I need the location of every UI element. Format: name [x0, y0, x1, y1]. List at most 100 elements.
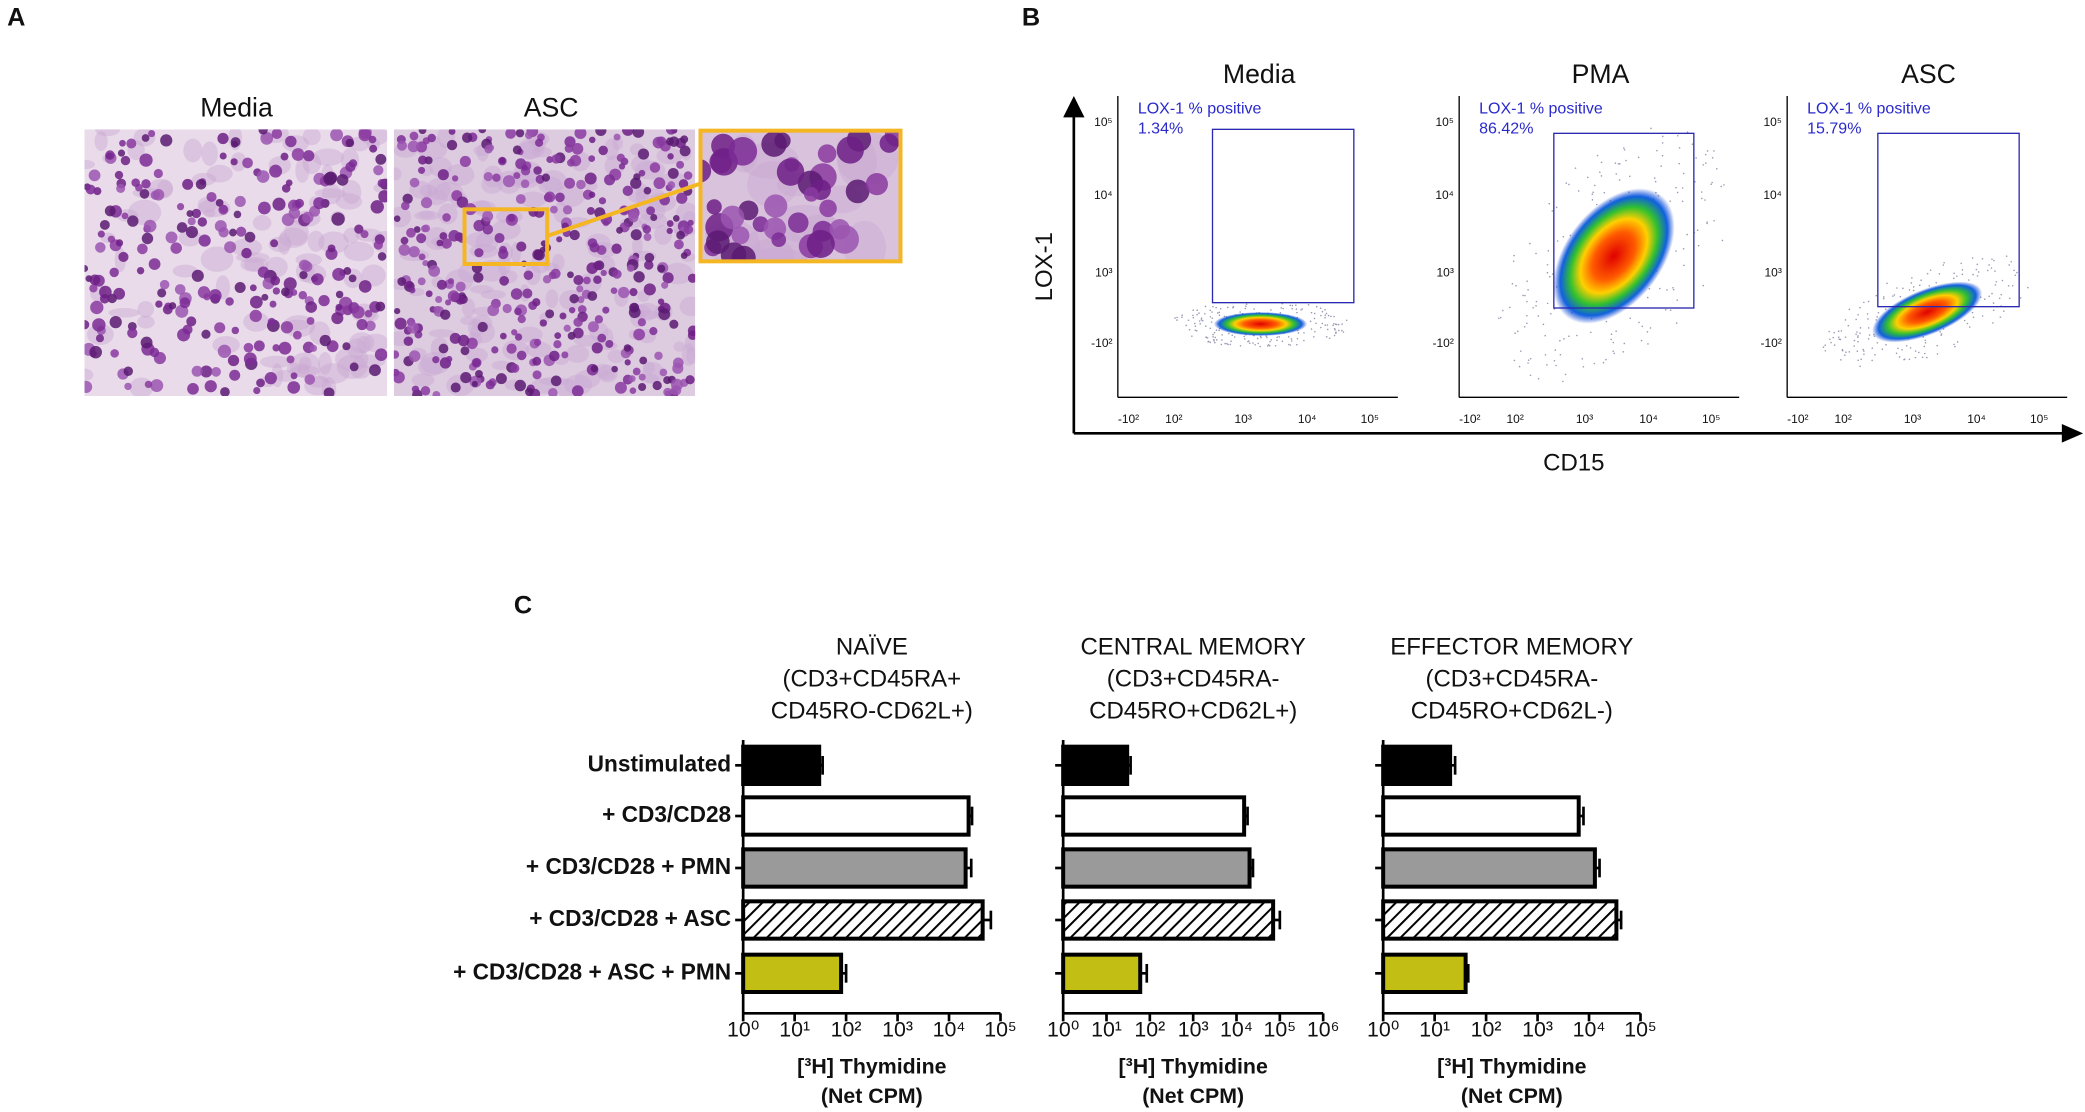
event-dot — [1335, 331, 1337, 334]
chart-title: CD45RO+CD62L+) — [1089, 697, 1297, 724]
cell — [512, 145, 522, 155]
event-dot — [1555, 206, 1558, 209]
event-dot — [2000, 293, 2003, 296]
cell — [287, 381, 301, 394]
event-dot — [1914, 356, 1917, 359]
event-dot — [1289, 344, 1292, 346]
event-dot — [1976, 275, 1979, 277]
event-dot — [1696, 229, 1699, 231]
plot-x-tick: 10⁵ — [1361, 412, 1379, 426]
cell — [422, 260, 429, 267]
event-dot — [1653, 177, 1656, 179]
cell — [270, 275, 281, 286]
cell — [420, 197, 433, 209]
cell — [335, 303, 343, 311]
stain — [284, 220, 309, 246]
event-dot — [1563, 338, 1565, 340]
bar — [1381, 899, 1619, 941]
cell — [720, 205, 745, 230]
event-dot — [1871, 347, 1874, 349]
event-dot — [1839, 338, 1842, 341]
cell — [369, 364, 381, 377]
cell — [574, 129, 587, 140]
event-dot — [1605, 320, 1608, 323]
event-dot — [1918, 284, 1921, 287]
event-dot — [1840, 359, 1842, 361]
event-dot — [1535, 300, 1538, 303]
event-dot — [1527, 359, 1530, 361]
event-dot — [1844, 336, 1847, 338]
event-dot — [1990, 267, 1993, 269]
stain — [518, 138, 541, 160]
event-dot — [1218, 314, 1221, 317]
stain — [679, 296, 696, 317]
cell — [323, 172, 337, 186]
cell — [685, 375, 695, 385]
gate — [1877, 132, 2020, 308]
stain — [393, 167, 402, 181]
event-dot — [1706, 221, 1708, 223]
stain — [743, 247, 808, 263]
stain — [84, 368, 94, 382]
stain — [612, 136, 623, 151]
event-dot — [1911, 277, 1913, 279]
event-dot — [1313, 312, 1316, 315]
stain — [681, 343, 696, 366]
cell — [198, 234, 211, 247]
event-dot — [1230, 340, 1232, 342]
event-dot — [2016, 271, 2018, 274]
cell — [206, 191, 217, 203]
event-dot — [1526, 300, 1528, 303]
cell — [478, 129, 487, 134]
panel-label: A — [7, 3, 25, 31]
stain — [84, 159, 95, 170]
cell — [460, 346, 470, 356]
event-dot — [1623, 148, 1626, 151]
cell — [139, 189, 150, 199]
stain — [565, 344, 590, 363]
event-dot — [1867, 338, 1870, 340]
cell — [448, 230, 460, 242]
y-tick-label: Unstimulated — [588, 750, 732, 776]
cell — [290, 372, 298, 380]
stain — [137, 300, 155, 318]
cell — [225, 297, 234, 306]
plot-y-tick: 10⁵ — [1094, 115, 1112, 129]
event-dot — [1324, 308, 1326, 311]
cell — [393, 350, 400, 359]
cell — [436, 239, 444, 247]
cell — [323, 387, 335, 396]
stain — [635, 302, 660, 321]
event-dot — [1559, 339, 1561, 342]
cell — [201, 329, 211, 339]
event-dot — [1924, 339, 1927, 342]
cell — [448, 129, 456, 135]
stain — [318, 351, 332, 375]
plot-title: ASC — [1901, 59, 1956, 89]
cell — [364, 309, 373, 318]
event-dot — [1516, 330, 1519, 333]
cell — [541, 173, 551, 182]
event-dot — [1212, 336, 1214, 338]
cell — [586, 206, 595, 215]
cell — [510, 288, 523, 300]
event-dot — [1231, 334, 1234, 337]
event-dot — [1201, 319, 1204, 322]
cell — [331, 312, 344, 325]
event-dot — [1706, 222, 1708, 225]
event-dot — [1650, 127, 1652, 130]
event-dot — [2005, 255, 2008, 257]
cell — [475, 370, 483, 378]
event-dot — [1676, 134, 1679, 137]
event-dot — [1882, 297, 1885, 300]
stain — [302, 129, 321, 146]
event-dot — [1824, 344, 1827, 347]
cell — [474, 248, 484, 258]
event-dot — [1723, 184, 1725, 186]
event-dot — [1593, 184, 1596, 187]
stain — [362, 333, 388, 353]
event-dot — [1326, 328, 1329, 331]
event-dot — [1333, 334, 1336, 337]
cell — [370, 200, 384, 214]
event-dot — [1596, 154, 1599, 157]
